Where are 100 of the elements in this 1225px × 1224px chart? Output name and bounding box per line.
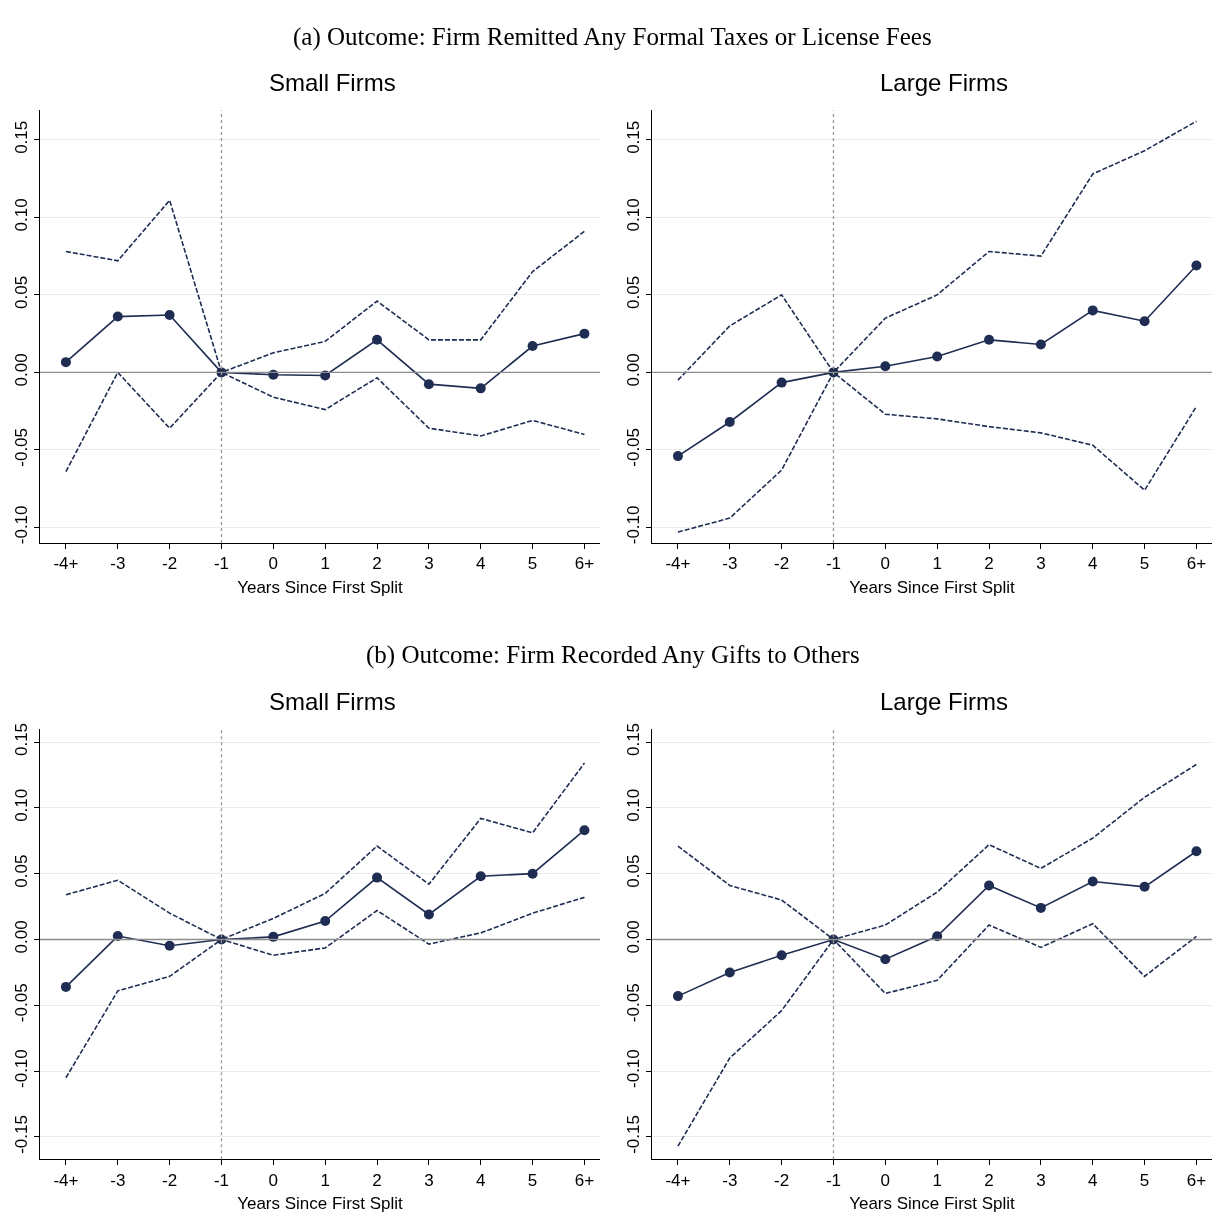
x-tick-label: -1: [213, 554, 230, 574]
point: [672, 991, 683, 1002]
y-tick-label: 0.10: [624, 198, 644, 232]
x-tick-label: 0: [268, 1170, 279, 1190]
x-tick-label: 6+: [574, 554, 595, 574]
point: [164, 310, 175, 321]
x-tick-label: 2: [984, 1170, 994, 1190]
chart-title: Small Firms: [269, 688, 396, 715]
y-tick-label: 0.00: [12, 920, 32, 954]
x-tick-label: -3: [110, 1170, 126, 1190]
text: (b) Outcome: Firm Recorded Any Gifts to Others: [366, 641, 860, 669]
point: [984, 334, 995, 345]
y-tick-label: 0.15: [12, 120, 32, 154]
x-tick-label: -4+: [665, 1170, 691, 1190]
point: [112, 311, 123, 322]
x-tick-label: 1: [320, 554, 330, 574]
text: (a) Outcome: Firm Remitted Any Formal Taxes or License Fees: [293, 23, 932, 51]
y-tick-label: 0.05: [12, 275, 32, 309]
x-tick-label: 1: [320, 1170, 330, 1190]
x-axis-title: Years Since First Split: [849, 577, 1016, 597]
point: [1087, 305, 1098, 316]
point: [1035, 339, 1046, 350]
x-tick-label: 4: [1088, 554, 1098, 574]
x-tick-label: -3: [722, 554, 738, 574]
point: [60, 357, 71, 368]
x-tick-label: 2: [372, 554, 382, 574]
point: [475, 871, 486, 882]
point: [372, 872, 383, 883]
y-tick-label: 0.15: [12, 722, 32, 757]
y-tick-label: -0.05: [624, 427, 644, 467]
point: [1087, 876, 1098, 887]
x-tick-label: 5: [527, 1170, 538, 1190]
x-tick-label: -2: [162, 1170, 178, 1190]
y-tick-label: 0.10: [12, 788, 32, 822]
y-tick-label: -0.05: [12, 983, 32, 1023]
x-tick-label: 0: [880, 1170, 891, 1190]
y-tick-label: -0.05: [624, 983, 644, 1023]
point: [527, 341, 538, 352]
x-tick-label: 5: [1139, 1170, 1150, 1190]
chart-title: Large Firms: [880, 69, 1009, 96]
point: [372, 334, 383, 345]
point: [724, 416, 735, 427]
chart-title: Small Firms: [269, 69, 396, 96]
point: [984, 880, 995, 891]
x-tick-label: -1: [213, 1170, 230, 1190]
x-tick-label: 5: [527, 554, 538, 574]
x-tick-label: 1: [932, 1170, 942, 1190]
x-tick-label: 6+: [1186, 554, 1207, 574]
y-tick-label: 0.00: [12, 353, 32, 387]
x-tick-label: 4: [1088, 1170, 1098, 1190]
x-tick-label: -1: [825, 1170, 842, 1190]
x-tick-label: 4: [476, 1170, 486, 1190]
point: [776, 377, 787, 388]
x-tick-label: -4+: [53, 554, 79, 574]
y-tick-label: 0.05: [624, 275, 644, 309]
point: [880, 954, 891, 965]
x-axis-title: Years Since First Split: [849, 1194, 1016, 1214]
point: [1139, 881, 1150, 892]
y-tick-label: 0.05: [12, 854, 32, 888]
point: [880, 361, 891, 372]
y-tick-label: -0.15: [624, 1115, 644, 1154]
y-tick-label: -0.10: [624, 1049, 644, 1088]
x-tick-label: -3: [110, 554, 126, 574]
y-tick-label: 0.00: [624, 353, 644, 387]
x-tick-label: 0: [268, 554, 279, 574]
point: [579, 825, 590, 836]
point: [1191, 846, 1202, 857]
y-tick-label: 0.10: [624, 788, 644, 822]
point: [776, 950, 787, 961]
x-tick-label: 4: [476, 554, 486, 574]
chart-title: Large Firms: [880, 688, 1009, 715]
x-tick-label: 6+: [1186, 1170, 1207, 1190]
point: [164, 940, 175, 951]
y-tick-label: -0.10: [12, 1049, 32, 1088]
y-tick-label: 0.15: [624, 120, 644, 154]
x-tick-label: -2: [774, 554, 790, 574]
point: [1035, 902, 1046, 913]
point: [1139, 316, 1150, 327]
point: [579, 328, 590, 339]
y-tick-label: -0.10: [12, 505, 32, 545]
point: [423, 379, 434, 390]
x-tick-label: -2: [774, 1170, 790, 1190]
point: [527, 868, 538, 879]
x-axis-title: Years Since First Split: [237, 577, 404, 597]
x-tick-label: 3: [424, 554, 434, 574]
point: [475, 383, 486, 394]
point: [320, 916, 331, 927]
x-tick-label: 5: [1139, 554, 1150, 574]
x-tick-label: -3: [722, 1170, 738, 1190]
point: [1191, 260, 1202, 271]
y-tick-label: 0.00: [624, 920, 644, 954]
y-tick-label: -0.05: [12, 427, 32, 467]
y-tick-label: -0.15: [12, 1115, 32, 1154]
y-tick-label: -0.10: [624, 505, 644, 545]
x-tick-label: 6+: [574, 1170, 595, 1190]
point: [932, 351, 943, 362]
y-tick-label: 0.10: [12, 198, 32, 232]
x-tick-label: -4+: [665, 554, 691, 574]
x-tick-label: -1: [825, 554, 842, 574]
point: [60, 981, 71, 992]
